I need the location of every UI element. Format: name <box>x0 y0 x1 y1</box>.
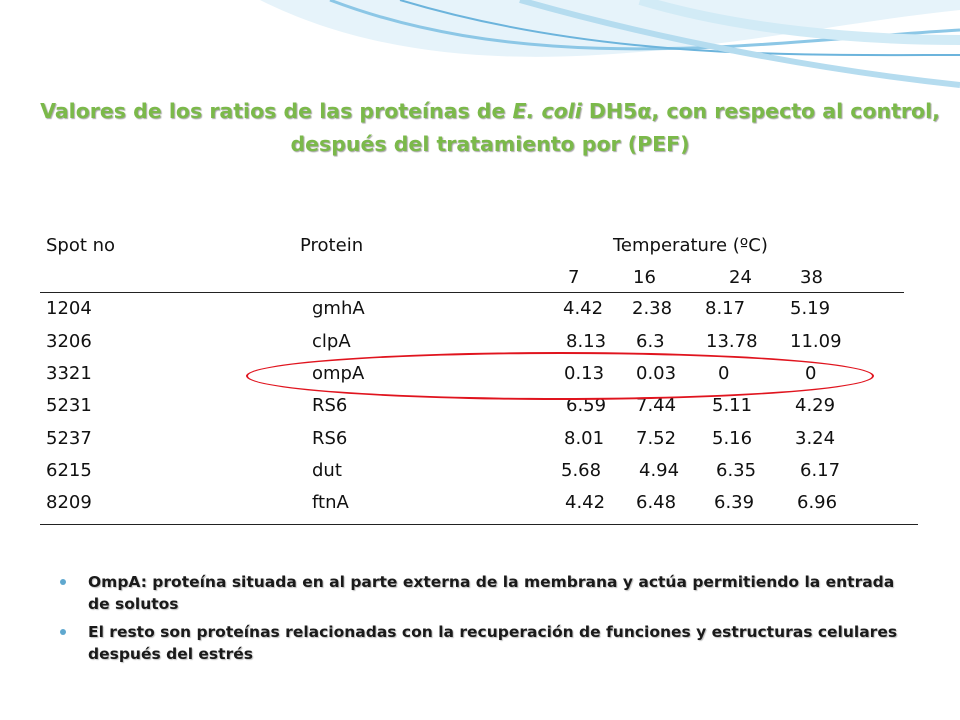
header-spot: Spot no <box>46 235 116 256</box>
bullet-dot-icon <box>60 629 66 635</box>
row-value-16: 7.44 <box>636 395 677 416</box>
row-value-7: 8.13 <box>566 331 607 352</box>
bullet-text: El resto son proteínas relacionadas con … <box>88 623 898 663</box>
bullet-text: OmpA: proteína situada en al parte exter… <box>88 573 895 613</box>
row-protein: RS6 <box>312 395 348 416</box>
row-value-24: 6.35 <box>716 460 757 481</box>
row-value-38: 3.24 <box>795 428 836 449</box>
row-value-16: 2.38 <box>632 298 673 319</box>
row-value-16: 6.48 <box>636 492 677 513</box>
temperature-38: 38 <box>800 267 823 288</box>
row-value-16: 6.3 <box>636 331 665 352</box>
row-value-24: 13.78 <box>706 331 758 352</box>
row-value-38: 6.96 <box>797 492 838 513</box>
row-protein: ftnA <box>312 492 349 513</box>
table-rule-top <box>40 292 904 293</box>
row-protein: dut <box>312 460 342 481</box>
table-rule-bottom <box>40 524 918 525</box>
row-value-16: 4.94 <box>639 460 680 481</box>
row-value-7: 6.59 <box>566 395 607 416</box>
title-line-2: después del tratamiento por (PEF) <box>290 132 690 156</box>
header-temperature: Temperature (ºC) <box>613 235 768 256</box>
row-spot: 5237 <box>46 428 92 449</box>
row-value-38: 5.19 <box>790 298 831 319</box>
bullet-item: OmpA: proteína situada en al parte exter… <box>60 571 920 615</box>
row-value-38: 11.09 <box>790 331 842 352</box>
row-value-24: 8.17 <box>705 298 746 319</box>
row-spot: 6215 <box>46 460 92 481</box>
row-value-7: 5.68 <box>561 460 602 481</box>
row-spot: 1204 <box>46 298 92 319</box>
row-protein: RS6 <box>312 428 348 449</box>
row-protein: clpA <box>312 331 351 352</box>
row-value-38: 6.17 <box>800 460 841 481</box>
bullet-list: OmpA: proteína situada en al parte exter… <box>60 571 920 671</box>
bullet-item: El resto son proteínas relacionadas con … <box>60 621 920 665</box>
row-value-24: 6.39 <box>714 492 755 513</box>
title-species: E. coli <box>512 99 582 123</box>
highlight-oval <box>246 352 874 400</box>
row-spot: 5231 <box>46 395 92 416</box>
title-line-1: Valores de los ratios de las proteínas d… <box>40 99 940 123</box>
row-value-38: 4.29 <box>795 395 836 416</box>
row-value-24: 5.11 <box>712 395 753 416</box>
row-protein: gmhA <box>312 298 365 319</box>
temperature-7: 7 <box>568 267 580 288</box>
header-protein: Protein <box>300 235 364 256</box>
row-value-16: 7.52 <box>636 428 677 449</box>
temperature-16: 16 <box>633 267 656 288</box>
ratio-table: Spot no Protein Temperature (ºC) 7 16 24… <box>40 235 918 525</box>
row-spot: 3206 <box>46 331 92 352</box>
temperature-24: 24 <box>729 267 752 288</box>
slide-title: Valores de los ratios de las proteínas d… <box>30 95 950 161</box>
row-value-24: 5.16 <box>712 428 753 449</box>
bullet-dot-icon <box>60 579 66 585</box>
row-spot: 3321 <box>46 363 92 384</box>
row-value-7: 4.42 <box>563 298 604 319</box>
row-value-7: 4.42 <box>565 492 606 513</box>
row-spot: 8209 <box>46 492 92 513</box>
row-value-7: 8.01 <box>564 428 605 449</box>
